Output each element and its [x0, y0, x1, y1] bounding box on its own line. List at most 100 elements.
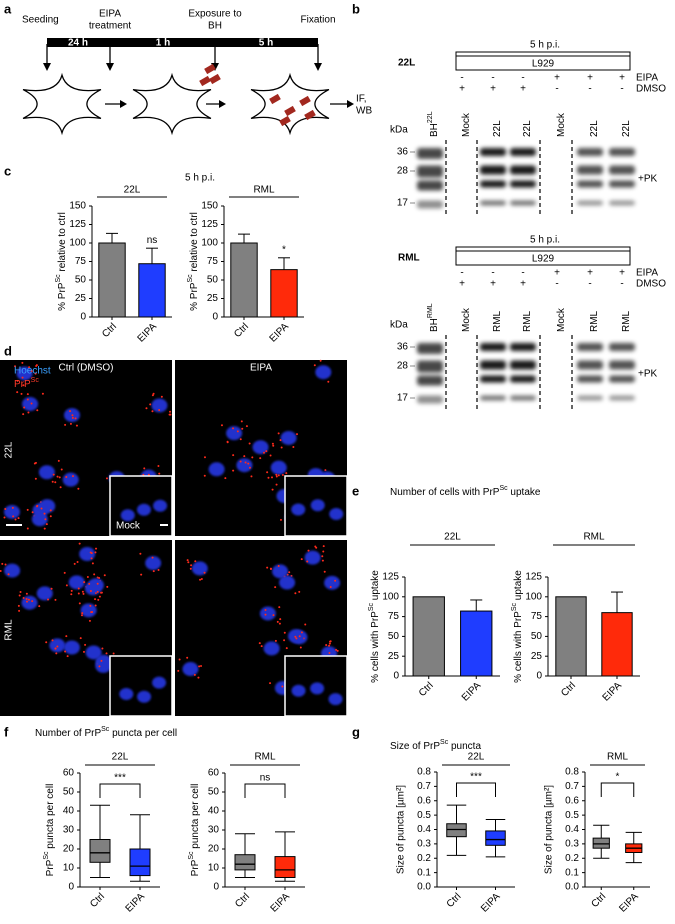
row-label: 22L [4, 441, 15, 458]
inset-nucleus [119, 688, 134, 701]
lane-label: Mock [461, 307, 472, 332]
prion-punctum [275, 475, 278, 478]
prion-punctum [18, 594, 21, 597]
y-axis-label: % PrPSc relative to ctrl [187, 212, 199, 311]
lane-label-part: RML [492, 310, 503, 332]
prion-punctum [52, 473, 55, 476]
prion-punctum [278, 606, 281, 609]
y-axis-label: PrPSc puncta per cell [188, 784, 200, 877]
prion-punctum [105, 477, 108, 480]
y-tick-label: 0 [68, 882, 74, 893]
prion-punctum [76, 560, 79, 563]
inset-nucleus [310, 682, 325, 695]
y-tick-label: 0.6 [417, 795, 431, 806]
step-label: treatment [89, 21, 131, 32]
prion-punctum [54, 647, 57, 650]
y-tick-label: 0.8 [417, 767, 431, 778]
prion-punctum [27, 598, 30, 601]
band [417, 180, 443, 191]
nucleus [304, 550, 321, 565]
prion-punctum [17, 604, 20, 607]
band [609, 343, 635, 351]
band [510, 200, 536, 206]
chart-title: 22L [444, 532, 461, 543]
band [609, 200, 635, 206]
y-axis-label-part: Sc [187, 274, 194, 283]
condition-sign: + [587, 268, 593, 279]
condition-name: EIPA [636, 268, 658, 279]
prion-punctum [28, 366, 31, 369]
bar [412, 596, 445, 677]
y-axis-label-part: % PrP [189, 282, 200, 311]
prion-punctum [30, 369, 33, 372]
y-axis-label-part: PrP [190, 859, 201, 876]
prion-punctum [200, 665, 203, 668]
lane-label-part: Mock [461, 307, 472, 332]
prion-punctum [106, 585, 109, 588]
inset-nucleus [120, 509, 135, 522]
band [577, 148, 603, 156]
condition-sign: - [588, 279, 591, 290]
prion-punctum [97, 598, 100, 601]
nucleus [38, 465, 55, 480]
prion-punctum [59, 486, 62, 489]
y-tick-label: 30 [63, 825, 75, 836]
y-tick-label: 50 [208, 787, 220, 798]
y-tick-label: 100 [525, 591, 542, 602]
timeline-bar [47, 38, 318, 47]
prion-punctum [160, 395, 163, 398]
channel-label-part: PrP [14, 379, 31, 390]
prion-punctum [248, 442, 251, 445]
band [480, 200, 506, 206]
prion-punctum [263, 451, 266, 454]
condition-sign: - [491, 268, 494, 279]
prion-punctum [38, 605, 41, 608]
y-tick-label: 50 [75, 275, 87, 286]
prion-punctum [88, 619, 91, 622]
bh-particle [279, 115, 291, 127]
y-tick-label: 125 [382, 572, 399, 583]
prion-punctum [34, 461, 37, 464]
prion-punctum [80, 614, 83, 617]
y-axis-label-part: puncta per cell [190, 784, 201, 852]
y-tick-label: 0.7 [417, 781, 431, 792]
prion-punctum [269, 682, 272, 685]
lane-label-part: 22L [522, 120, 533, 137]
panel-title: Number of cells with PrPSc uptake [390, 485, 541, 497]
duration-label: 24 h [68, 38, 88, 49]
prion-punctum [198, 665, 201, 668]
y-tick-label: 0 [536, 671, 542, 682]
nucleus [208, 462, 225, 477]
band [609, 148, 635, 156]
prion-punctum [259, 457, 262, 460]
prion-punctum [22, 596, 25, 599]
band [609, 360, 635, 370]
cell-line: L929 [532, 254, 555, 265]
header-bracket [455, 246, 631, 253]
prion-punctum [264, 613, 267, 616]
prion-punctum [275, 473, 278, 476]
bar [460, 610, 493, 677]
lane-label: Mock [556, 307, 567, 332]
y-tick-label: 0.1 [417, 867, 431, 878]
prion-punctum [16, 379, 19, 382]
prion-punctum [45, 523, 48, 526]
prion-punctum [69, 422, 72, 425]
band [480, 360, 506, 370]
bh-particle [209, 73, 221, 85]
y-tick-label: 25 [388, 651, 400, 662]
lane-label-part: RML [427, 303, 434, 318]
nucleus [63, 640, 80, 655]
nucleus [68, 575, 85, 590]
prion-punctum [300, 631, 303, 634]
prion-punctum [43, 512, 46, 515]
y-tick-label: 40 [208, 806, 220, 817]
prion-punctum [25, 598, 28, 601]
band [577, 180, 603, 188]
prion-punctum [270, 476, 273, 479]
step-label: Seeding [22, 15, 59, 26]
prion-punctum [243, 455, 246, 458]
box [446, 823, 467, 838]
prion-punctum [17, 517, 20, 520]
condition-sign: - [460, 268, 463, 279]
